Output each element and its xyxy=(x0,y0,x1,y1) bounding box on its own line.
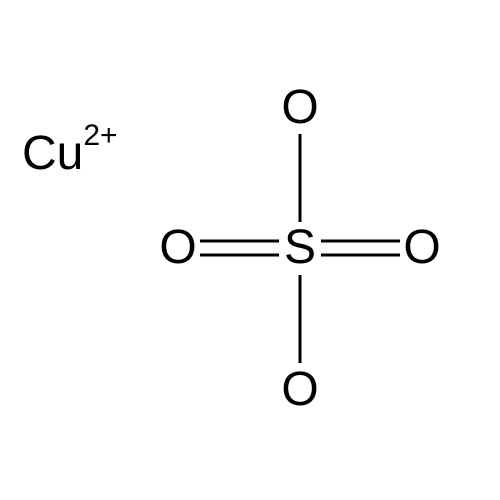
chemical-structure-diagram: Cu2+ S O O O O xyxy=(0,0,500,500)
atom-oxygen-top-label: O xyxy=(281,81,318,134)
atom-oxygen-bottom-label: O xyxy=(281,363,318,416)
cation-element: Cu xyxy=(22,127,83,180)
atom-sulfur: S xyxy=(284,224,316,272)
cation-label: Cu2+ xyxy=(22,126,118,181)
atom-oxygen-left: O xyxy=(159,224,196,272)
atom-sulfur-label: S xyxy=(284,221,316,274)
atom-oxygen-bottom: O xyxy=(281,366,318,414)
atom-oxygen-left-label: O xyxy=(159,221,196,274)
atom-oxygen-right: O xyxy=(403,224,440,272)
cation-charge: 2+ xyxy=(83,119,117,152)
atom-oxygen-right-label: O xyxy=(403,221,440,274)
atom-oxygen-top: O xyxy=(281,84,318,132)
